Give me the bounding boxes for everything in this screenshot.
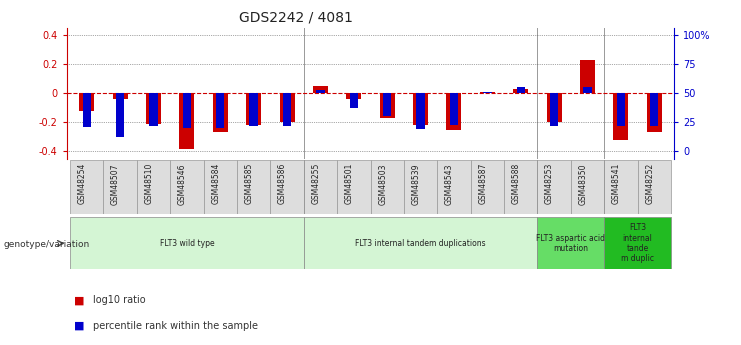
Bar <box>647 93 662 132</box>
FancyBboxPatch shape <box>604 160 637 214</box>
Bar <box>550 93 558 126</box>
Bar <box>150 93 158 126</box>
Text: GSM48507: GSM48507 <box>111 163 120 205</box>
Bar <box>617 93 625 126</box>
Text: GSM48253: GSM48253 <box>545 163 554 205</box>
Text: GSM48254: GSM48254 <box>78 163 87 205</box>
Bar <box>216 93 225 128</box>
Bar <box>279 93 294 122</box>
Bar <box>183 93 191 128</box>
Bar <box>246 93 261 125</box>
Text: GDS2242 / 4081: GDS2242 / 4081 <box>239 10 353 24</box>
Bar <box>614 93 628 140</box>
Bar <box>413 93 428 125</box>
Text: ■: ■ <box>74 321 84 331</box>
Text: GSM48541: GSM48541 <box>612 163 621 205</box>
FancyBboxPatch shape <box>537 217 604 269</box>
Text: GSM48503: GSM48503 <box>378 163 388 205</box>
Text: GSM48539: GSM48539 <box>411 163 421 205</box>
Text: GSM48510: GSM48510 <box>144 163 153 205</box>
Text: GSM48587: GSM48587 <box>479 163 488 205</box>
FancyBboxPatch shape <box>170 160 204 214</box>
FancyBboxPatch shape <box>437 160 471 214</box>
FancyBboxPatch shape <box>571 160 604 214</box>
FancyBboxPatch shape <box>237 160 270 214</box>
Bar <box>350 93 358 108</box>
Bar <box>516 87 525 93</box>
Text: FLT3 wild type: FLT3 wild type <box>159 239 214 248</box>
Text: GSM48584: GSM48584 <box>211 163 220 205</box>
FancyBboxPatch shape <box>604 217 671 269</box>
Bar <box>480 92 495 93</box>
FancyBboxPatch shape <box>304 217 537 269</box>
Bar <box>313 86 328 93</box>
Text: FLT3
internal
tande
m duplic: FLT3 internal tande m duplic <box>621 223 654 263</box>
Bar <box>113 93 127 99</box>
Bar <box>583 87 591 93</box>
FancyBboxPatch shape <box>537 160 571 214</box>
Bar <box>250 93 258 126</box>
Text: GSM48585: GSM48585 <box>245 163 253 205</box>
FancyBboxPatch shape <box>70 217 304 269</box>
Bar <box>82 93 91 127</box>
Text: GSM48586: GSM48586 <box>278 163 287 205</box>
FancyBboxPatch shape <box>370 160 404 214</box>
FancyBboxPatch shape <box>471 160 504 214</box>
Bar <box>514 89 528 93</box>
FancyBboxPatch shape <box>304 160 337 214</box>
Text: GSM48350: GSM48350 <box>579 163 588 205</box>
Bar <box>580 60 595 93</box>
Bar <box>383 93 391 117</box>
Text: GSM48255: GSM48255 <box>311 163 320 205</box>
Bar <box>146 93 161 124</box>
FancyBboxPatch shape <box>404 160 437 214</box>
Text: log10 ratio: log10 ratio <box>93 295 145 305</box>
Bar <box>650 93 659 126</box>
Bar <box>316 90 325 93</box>
Text: ■: ■ <box>74 295 84 305</box>
FancyBboxPatch shape <box>637 160 671 214</box>
Bar <box>283 93 291 126</box>
FancyBboxPatch shape <box>270 160 304 214</box>
Bar <box>450 93 458 125</box>
Bar <box>116 93 124 137</box>
FancyBboxPatch shape <box>104 160 137 214</box>
Text: genotype/variation: genotype/variation <box>4 240 90 249</box>
Bar <box>446 93 462 130</box>
Bar <box>346 93 362 99</box>
Bar <box>213 93 227 132</box>
Text: FLT3 aspartic acid
mutation: FLT3 aspartic acid mutation <box>536 234 605 253</box>
FancyBboxPatch shape <box>70 160 104 214</box>
FancyBboxPatch shape <box>504 160 537 214</box>
FancyBboxPatch shape <box>204 160 237 214</box>
FancyBboxPatch shape <box>337 160 370 214</box>
Text: GSM48501: GSM48501 <box>345 163 353 205</box>
Bar <box>483 92 491 93</box>
Bar <box>179 93 194 148</box>
Text: GSM48546: GSM48546 <box>178 163 187 205</box>
FancyBboxPatch shape <box>137 160 170 214</box>
Bar <box>379 93 395 118</box>
Bar <box>416 93 425 129</box>
Text: GSM48588: GSM48588 <box>512 163 521 204</box>
Text: GSM48252: GSM48252 <box>645 163 654 204</box>
Text: GSM48543: GSM48543 <box>445 163 454 205</box>
Text: FLT3 internal tandem duplications: FLT3 internal tandem duplications <box>355 239 486 248</box>
Bar <box>79 93 94 111</box>
Bar <box>547 93 562 122</box>
Text: percentile rank within the sample: percentile rank within the sample <box>93 321 258 331</box>
